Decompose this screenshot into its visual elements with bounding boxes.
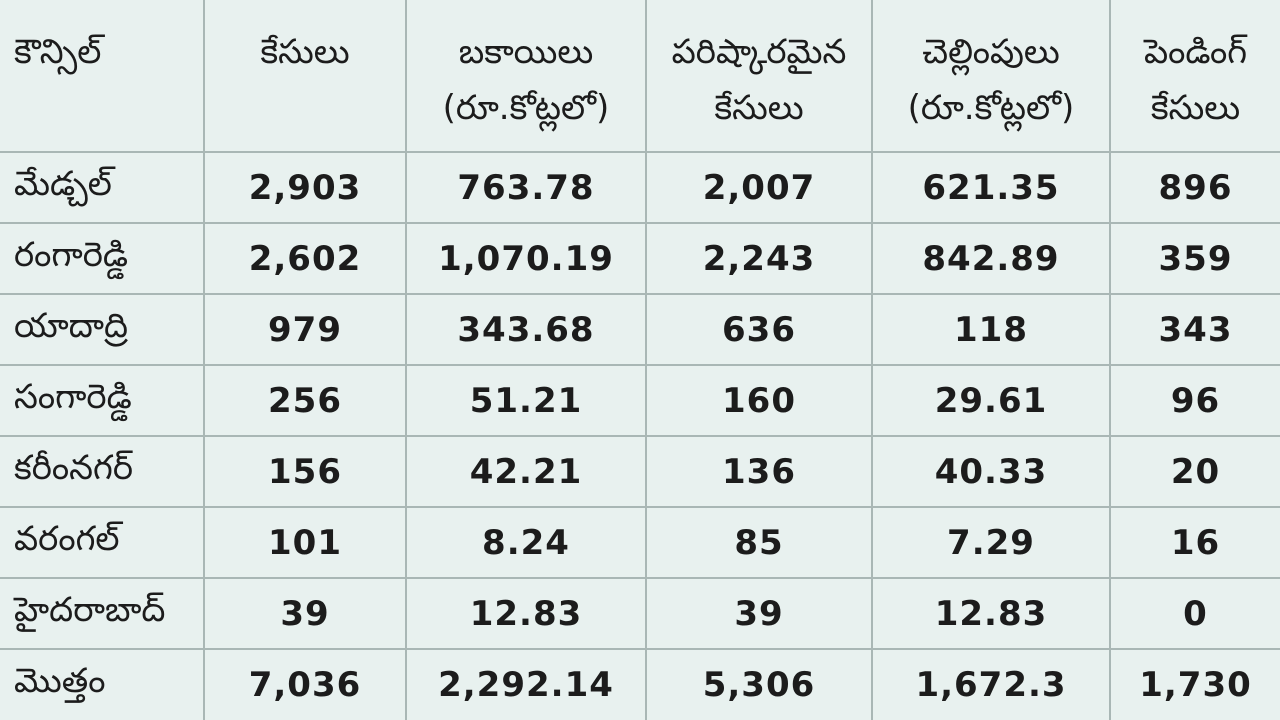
cases-cell: 2,903 <box>203 151 407 224</box>
table-row: హైదరాబాద్ 39 12.83 39 12.83 0 <box>0 577 1280 650</box>
total-row: మొత్తం 7,036 2,292.14 5,306 1,672.3 1,73… <box>0 648 1280 720</box>
table-row: కరీంనగర్ 156 42.21 136 40.33 20 <box>0 435 1280 508</box>
cases-cell: 256 <box>203 364 407 437</box>
council-cell: మేడ్చల్ <box>0 151 205 224</box>
header-arrears-label: బకాయిలు <box>458 32 594 72</box>
resolved-cell-total: 5,306 <box>645 648 873 720</box>
council-cell-total: మొత్తం <box>0 648 205 720</box>
arrears-cell: 8.24 <box>405 506 647 579</box>
arrears-cell: 42.21 <box>405 435 647 508</box>
arrears-cell: 343.68 <box>405 293 647 366</box>
council-cell: హైదరాబాద్ <box>0 577 205 650</box>
table-row: వరంగల్ 101 8.24 85 7.29 16 <box>0 506 1280 579</box>
council-cell: వరంగల్ <box>0 506 205 579</box>
header-payments: చెల్లింపులు (రూ.కోట్లలో) <box>871 0 1111 153</box>
header-pending-label: పెండింగ్ <box>1143 32 1248 72</box>
header-council: కౌన్సిల్ <box>0 0 205 153</box>
arrears-cell: 763.78 <box>405 151 647 224</box>
resolved-cell: 2,007 <box>645 151 873 224</box>
payments-cell: 29.61 <box>871 364 1111 437</box>
council-cell: సంగారెడ్డి <box>0 364 205 437</box>
table-row: రంగారెడ్డి 2,602 1,070.19 2,243 842.89 3… <box>0 222 1280 295</box>
header-cases-label: కేసులు <box>260 32 350 72</box>
header-cases: కేసులు <box>203 0 407 153</box>
header-arrears-unit: (రూ.కోట్లలో) <box>442 88 610 128</box>
pending-cell: 0 <box>1109 577 1280 650</box>
table-row: మేడ్చల్ 2,903 763.78 2,007 621.35 896 <box>0 151 1280 224</box>
header-council-label: కౌన్సిల్ <box>14 32 102 72</box>
resolved-cell: 160 <box>645 364 873 437</box>
resolved-cell: 2,243 <box>645 222 873 295</box>
table-row: యాదాద్రి 979 343.68 636 118 343 <box>0 293 1280 366</box>
resolved-cell: 636 <box>645 293 873 366</box>
arrears-cell: 1,070.19 <box>405 222 647 295</box>
payments-cell: 7.29 <box>871 506 1111 579</box>
header-payments-unit: (రూ.కోట్లలో) <box>907 88 1075 128</box>
cases-cell: 2,602 <box>203 222 407 295</box>
cases-cell: 979 <box>203 293 407 366</box>
table-row: సంగారెడ్డి 256 51.21 160 29.61 96 <box>0 364 1280 437</box>
cases-cell-total: 7,036 <box>203 648 407 720</box>
pending-cell: 96 <box>1109 364 1280 437</box>
payments-cell: 621.35 <box>871 151 1111 224</box>
cases-cell: 101 <box>203 506 407 579</box>
payments-cell: 118 <box>871 293 1111 366</box>
payments-cell: 12.83 <box>871 577 1111 650</box>
council-cell: కరీంనగర్ <box>0 435 205 508</box>
header-resolved-label: పరిష్కారమైన <box>671 32 847 72</box>
resolved-cell: 39 <box>645 577 873 650</box>
payments-cell: 40.33 <box>871 435 1111 508</box>
pending-cell: 343 <box>1109 293 1280 366</box>
resolved-cell: 136 <box>645 435 873 508</box>
arrears-cell: 12.83 <box>405 577 647 650</box>
header-arrears: బకాయిలు (రూ.కోట్లలో) <box>405 0 647 153</box>
header-pending: పెండింగ్ కేసులు <box>1109 0 1280 153</box>
pending-cell-total: 1,730 <box>1109 648 1280 720</box>
table-body: మేడ్చల్ 2,903 763.78 2,007 621.35 896 రం… <box>0 151 1280 720</box>
header-payments-label: చెల్లింపులు <box>922 32 1060 72</box>
resolved-cell: 85 <box>645 506 873 579</box>
pending-cell: 20 <box>1109 435 1280 508</box>
pending-cell: 896 <box>1109 151 1280 224</box>
header-pending-sub: కేసులు <box>1150 88 1241 128</box>
header-resolved-sub: కేసులు <box>714 88 804 128</box>
cases-cell: 39 <box>203 577 407 650</box>
council-cell: రంగారెడ్డి <box>0 222 205 295</box>
header-resolved: పరిష్కారమైన కేసులు <box>645 0 873 153</box>
payments-cell: 842.89 <box>871 222 1111 295</box>
arrears-cell: 51.21 <box>405 364 647 437</box>
arrears-cell-total: 2,292.14 <box>405 648 647 720</box>
header-row: కౌన్సిల్ కేసులు బకాయిలు (రూ.కోట్లలో) పరి… <box>0 0 1280 153</box>
pending-cell: 16 <box>1109 506 1280 579</box>
council-cell: యాదాద్రి <box>0 293 205 366</box>
pending-cell: 359 <box>1109 222 1280 295</box>
payments-cell-total: 1,672.3 <box>871 648 1111 720</box>
cases-cell: 156 <box>203 435 407 508</box>
